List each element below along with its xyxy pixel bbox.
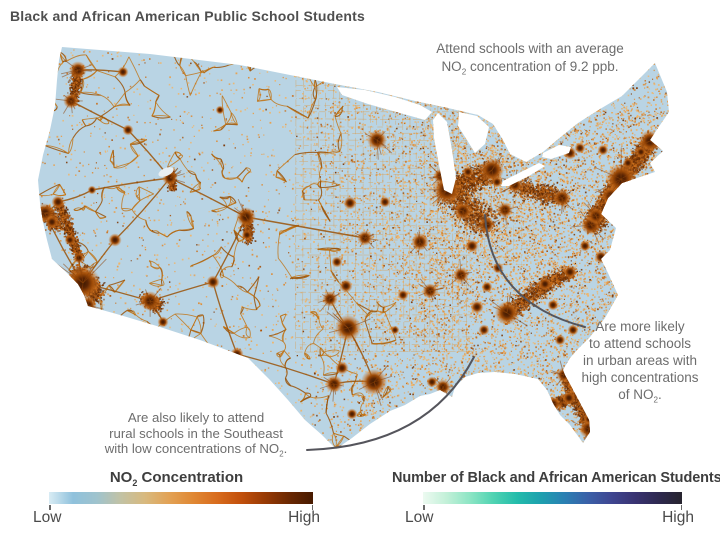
- no2-legend-title: NO2 Concentration: [109, 469, 244, 488]
- subscript: 2: [132, 478, 138, 488]
- no2-high-tick: [311, 505, 313, 510]
- annotation-line: in urban areas with: [582, 353, 698, 368]
- annotation-rural-schools: Are also likely to attend rural schools …: [84, 410, 308, 459]
- annotation-line: rural schools in the Southeast: [109, 425, 283, 441]
- annotation-urban-schools: Are more likely to attend schools in urb…: [558, 318, 720, 405]
- students-high-label: High: [662, 509, 694, 526]
- students-low-tick: [423, 505, 425, 510]
- subscript: 2: [461, 67, 467, 77]
- no2-high-label: High: [288, 509, 320, 526]
- students-low-label: Low: [405, 509, 434, 526]
- legend-student-count: Number of Black and African American Stu…: [392, 470, 720, 526]
- annotation-line: Are also likely to attend: [127, 410, 265, 425]
- annotation-line: NO2 concentration of 9.2 ppb.: [441, 59, 619, 77]
- legend-no2-concentration: NO2 Concentration Low High: [33, 470, 320, 526]
- subscript: 2: [279, 449, 284, 459]
- no2-low-label: Low: [33, 509, 62, 526]
- page-title: Black and African American Public School…: [10, 8, 365, 24]
- annotation-line: Are more likely: [595, 319, 685, 334]
- no2-low-tick: [49, 505, 51, 510]
- annotation-line: Attend schools with an average: [436, 41, 624, 56]
- annotation-line: with low concentrations of NO2.: [104, 441, 288, 459]
- students-gradient-bar: [423, 492, 682, 504]
- students-high-tick: [680, 505, 682, 510]
- students-legend-title: Number of Black and African American Stu…: [392, 470, 720, 486]
- subscript: 2: [653, 395, 658, 405]
- annotation-average-no2: Attend schools with an average NO2 conce…: [404, 40, 656, 76]
- annotation-line: high concentrations: [581, 370, 699, 385]
- no2-gradient-bar: [49, 492, 313, 504]
- annotation-line: to attend schools: [588, 336, 692, 351]
- annotation-line: of NO2.: [618, 387, 662, 405]
